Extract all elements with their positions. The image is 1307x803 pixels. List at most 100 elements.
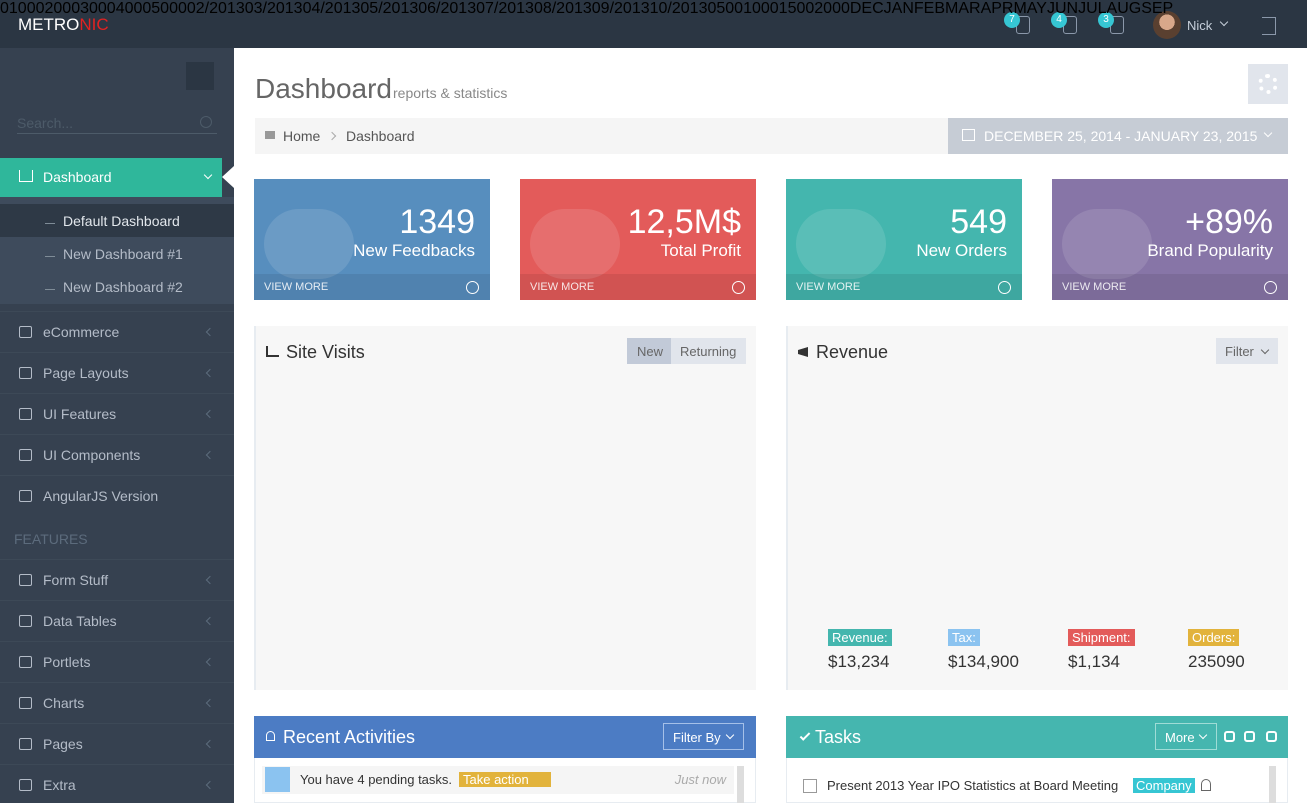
tool-icon[interactable] bbox=[1266, 731, 1277, 742]
summary-label: Shipment: bbox=[1068, 629, 1135, 646]
search-icon bbox=[200, 116, 212, 128]
tool-icon[interactable] bbox=[1224, 731, 1235, 742]
submenu-item[interactable]: New Dashboard #1 bbox=[63, 246, 183, 262]
scrollbar bbox=[1269, 766, 1276, 803]
arrow-icon bbox=[998, 281, 1011, 294]
menu-item[interactable]: Form Stuff bbox=[43, 572, 108, 588]
bell-icon bbox=[266, 731, 275, 741]
menu-divider bbox=[0, 559, 234, 560]
chart-icon bbox=[266, 346, 279, 357]
menu-icon bbox=[19, 779, 32, 791]
menu-toggle[interactable] bbox=[186, 62, 214, 90]
logout-icon[interactable] bbox=[1262, 17, 1276, 35]
menu-item[interactable]: Data Tables bbox=[43, 613, 117, 629]
menu-item[interactable]: Extra bbox=[43, 777, 76, 793]
menu-divider bbox=[0, 641, 234, 642]
menu-icon bbox=[19, 326, 32, 338]
button-label[interactable]: Filter bbox=[1225, 344, 1254, 359]
home-icon bbox=[265, 131, 275, 139]
menu-divider bbox=[0, 682, 234, 683]
page-title: Dashboard bbox=[255, 73, 392, 105]
stat-value: 12,5M$ bbox=[628, 203, 741, 242]
menu-item[interactable]: AngularJS Version bbox=[43, 488, 158, 504]
menu-item[interactable]: UI Features bbox=[43, 406, 116, 422]
summary-value: $1,134 bbox=[1068, 652, 1120, 672]
submenu-item[interactable]: New Dashboard #2 bbox=[63, 279, 183, 295]
menu-item[interactable]: Portlets bbox=[43, 654, 90, 670]
calendar-icon bbox=[962, 129, 975, 141]
portlet-title: Site Visits bbox=[286, 342, 365, 363]
activity-time: Just now bbox=[675, 772, 726, 787]
filter-button[interactable]: Filter bbox=[1216, 338, 1278, 364]
menu-item[interactable]: Pages bbox=[43, 736, 83, 752]
settings-icon bbox=[1258, 74, 1278, 94]
button-label[interactable]: Filter By bbox=[673, 730, 721, 745]
menu-divider bbox=[0, 352, 234, 353]
breadcrumb-item: Dashboard bbox=[346, 128, 415, 144]
user-name[interactable]: Nick bbox=[1187, 18, 1212, 33]
badge: 3 bbox=[1098, 12, 1114, 28]
tile-watermark bbox=[796, 209, 886, 279]
view-more[interactable]: VIEW MORE bbox=[1062, 281, 1126, 293]
stat-tile[interactable]: 1349New Feedbacks VIEW MORE bbox=[254, 179, 490, 300]
stat-label: New Orders bbox=[916, 241, 1007, 261]
badge: 4 bbox=[1051, 12, 1067, 28]
task-tag: Company bbox=[1133, 778, 1195, 793]
stat-tile[interactable]: 549New OrdersVIEW MORE bbox=[786, 179, 1022, 300]
button-label[interactable]: More bbox=[1165, 730, 1195, 745]
toggle-button[interactable]: Returning bbox=[671, 338, 746, 364]
logo: METRONIC bbox=[18, 15, 109, 35]
stat-label: New Feedbacks bbox=[353, 241, 475, 261]
stat-tile[interactable]: 12,5M$Total ProfitVIEW MORE bbox=[520, 179, 756, 300]
submenu-icon bbox=[45, 247, 55, 257]
logo-accent: NIC bbox=[79, 15, 108, 34]
menu-item-active[interactable]: Dashboard bbox=[43, 169, 112, 185]
avatar[interactable] bbox=[1153, 11, 1181, 39]
menu-icon bbox=[19, 656, 32, 668]
menu-item[interactable]: Charts bbox=[43, 695, 84, 711]
button-label[interactable]: Returning bbox=[680, 344, 736, 359]
stat-value: +89% bbox=[1185, 203, 1273, 242]
task-text: Present 2013 Year IPO Statistics at Boar… bbox=[827, 778, 1118, 793]
menu-divider bbox=[0, 764, 234, 765]
portlet-title: Recent Activities bbox=[283, 727, 415, 748]
tool-icon[interactable] bbox=[1244, 731, 1255, 742]
menu-section: FEATURES bbox=[14, 531, 88, 547]
check-icon bbox=[265, 767, 290, 792]
menu-item[interactable]: Page Layouts bbox=[43, 365, 129, 381]
stat-tile[interactable]: +89%Brand Popularity VIEW MORE bbox=[1052, 179, 1288, 300]
page-subtitle: reports & statistics bbox=[393, 85, 507, 101]
menu-button[interactable]: More bbox=[1155, 723, 1217, 750]
view-more[interactable]: VIEW MORE bbox=[796, 281, 860, 293]
portlet bbox=[254, 326, 756, 690]
date-range-text: DECEMBER 25, 2014 - JANUARY 23, 2015 bbox=[984, 128, 1257, 144]
stat-value: 1349 bbox=[399, 203, 475, 242]
home-icon bbox=[19, 170, 33, 182]
search-input[interactable]: Search... bbox=[17, 115, 73, 131]
menu-active-arrow bbox=[222, 166, 234, 188]
menu-icon bbox=[19, 490, 32, 502]
summary-value: $134,900 bbox=[948, 652, 1019, 672]
arrow-icon bbox=[466, 281, 479, 294]
button-label[interactable]: New bbox=[637, 344, 663, 359]
toggle-button[interactable]: New bbox=[627, 338, 671, 364]
menu-icon bbox=[19, 367, 32, 379]
action-tag[interactable]: Take action bbox=[459, 772, 551, 787]
arrow-icon bbox=[732, 281, 745, 294]
arrow-icon bbox=[1264, 281, 1277, 294]
submenu-item[interactable]: Default Dashboard bbox=[63, 213, 180, 229]
view-more[interactable]: VIEW MORE bbox=[264, 281, 328, 293]
view-more[interactable]: VIEW MORE bbox=[530, 281, 594, 293]
submenu-icon bbox=[45, 280, 55, 290]
menu-item[interactable]: eCommerce bbox=[43, 324, 119, 340]
submenu-icon bbox=[45, 214, 55, 224]
stat-label: Brand Popularity bbox=[1147, 241, 1273, 261]
tile-watermark bbox=[1062, 209, 1152, 279]
summary-label: Revenue: bbox=[828, 629, 892, 646]
menu-divider bbox=[0, 434, 234, 435]
breadcrumb-item[interactable]: Home bbox=[283, 128, 320, 144]
task-checkbox[interactable] bbox=[803, 779, 817, 793]
menu-item[interactable]: UI Components bbox=[43, 447, 140, 463]
summary-value: 235090 bbox=[1188, 652, 1245, 672]
